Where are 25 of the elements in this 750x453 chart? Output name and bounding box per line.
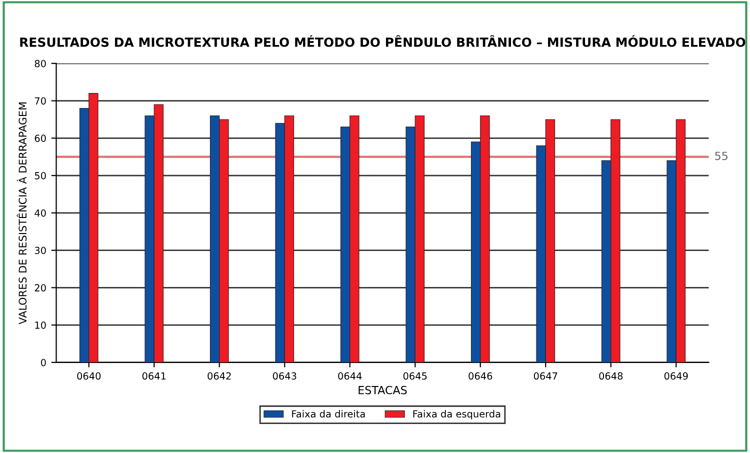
ref-line-label: 55 — [715, 152, 728, 160]
y-tick-label: 20 — [34, 284, 46, 292]
y-tick-label: 40 — [34, 209, 46, 217]
y-tick-label: 50 — [34, 172, 46, 180]
y-tick-label: 80 — [34, 60, 46, 68]
x-tick-label: 0641 — [142, 372, 166, 380]
x-tick-label: 0648 — [599, 372, 623, 380]
x-tick-label: 0647 — [534, 372, 558, 380]
y-tick-label: 0 — [40, 358, 46, 366]
legend-label: Faixa da esquerda — [413, 410, 500, 420]
x-tick-label: 0649 — [664, 372, 688, 380]
y-tick-label: 10 — [35, 322, 46, 329]
x-tick-label: 0642 — [208, 372, 231, 380]
legend-label: Faixa da direita — [292, 410, 365, 418]
y-tick-label: 60 — [34, 134, 46, 142]
x-tick-label: 0643 — [272, 372, 296, 380]
x-tick-label: 0646 — [468, 372, 492, 380]
chart-title: RESULTADOS DA MICROTEXTURA PELO MÉTODO DO PÊNDULO BRITÂNICO – MISTURA MÓDULO ELEVADO — [20, 35, 746, 47]
x-tick-label: 0644 — [338, 372, 362, 380]
y-tick-label: 30 — [34, 246, 46, 254]
y-axis-title: VALORES DE RESISTÊNCIA À DERRAPAGEM — [16, 102, 27, 324]
x-tick-label: 0645 — [403, 372, 427, 380]
y-tick-label: 70 — [34, 97, 46, 105]
x-axis-title: ESTACAS — [358, 386, 407, 394]
x-tick-label: 0640 — [77, 372, 101, 380]
